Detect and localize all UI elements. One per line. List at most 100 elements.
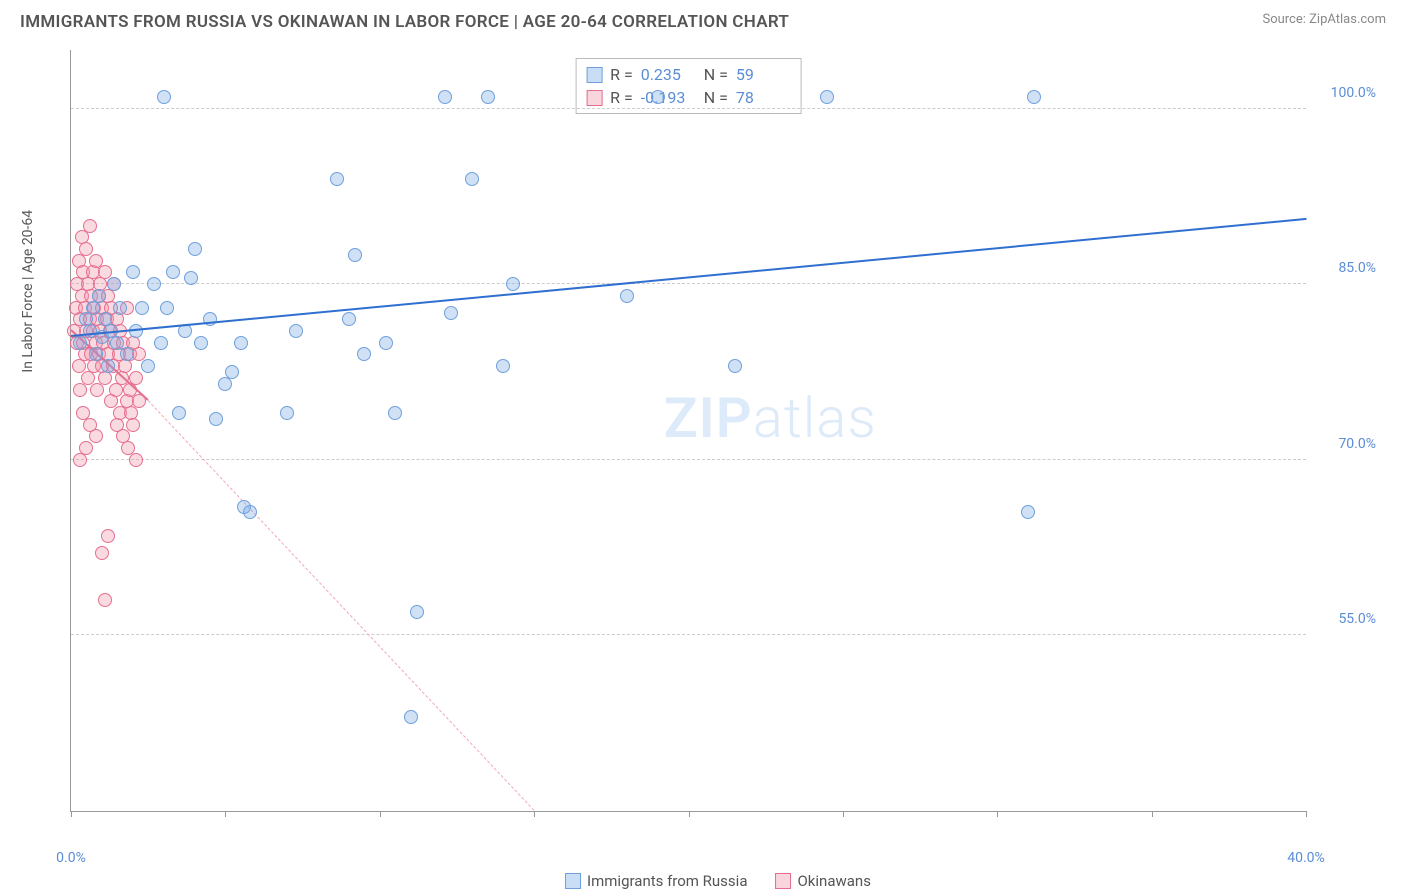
data-point (107, 277, 121, 291)
y-tick-label: 85.0% (1338, 260, 1376, 276)
data-point (280, 406, 294, 420)
pink-n-value: 78 (736, 88, 791, 107)
grid-line (71, 459, 1306, 460)
plot-area: ZIPatlas R = 0.235 N = 59 R = -0.193 N =… (70, 50, 1306, 812)
data-point (184, 271, 198, 285)
correlation-legend: R = 0.235 N = 59 R = -0.193 N = 78 (575, 58, 802, 114)
chart-title: IMMIGRANTS FROM RUSSIA VS OKINAWAN IN LA… (20, 12, 789, 32)
source-label: Source: ZipAtlas.com (1262, 12, 1386, 27)
data-point (651, 90, 665, 104)
n-label: N = (704, 88, 728, 107)
data-point (348, 248, 362, 262)
data-point (129, 453, 143, 467)
legend-item-pink: Okinawans (775, 872, 870, 890)
x-tick-label: 40.0% (1287, 850, 1325, 866)
data-point (438, 90, 452, 104)
data-point (92, 289, 106, 303)
data-point (225, 365, 239, 379)
grid-line (71, 283, 1306, 284)
grid-line (71, 634, 1306, 635)
r-label: R = (610, 88, 633, 107)
data-point (172, 406, 186, 420)
pink-swatch-icon (775, 873, 791, 889)
data-point (820, 90, 834, 104)
data-point (465, 172, 479, 186)
data-point (157, 90, 171, 104)
data-point (243, 505, 257, 519)
legend-pink-label: Okinawans (797, 872, 870, 890)
data-point (496, 359, 510, 373)
data-point (90, 383, 104, 397)
data-point (188, 242, 202, 256)
corr-row-pink: R = -0.193 N = 78 (586, 86, 791, 109)
data-point (388, 406, 402, 420)
data-point (135, 301, 149, 315)
x-tick (1152, 811, 1153, 817)
data-point (83, 219, 97, 233)
data-point (101, 529, 115, 543)
x-tick (689, 811, 690, 817)
pink-r-value: -0.193 (641, 88, 696, 107)
pink-swatch-icon (586, 90, 602, 106)
blue-r-value: 0.235 (641, 65, 696, 84)
data-point (1027, 90, 1041, 104)
y-tick-label: 100.0% (1331, 85, 1376, 101)
data-point (126, 418, 140, 432)
series-legend: Immigrants from Russia Okinawans (565, 872, 871, 890)
data-point (234, 336, 248, 350)
data-point (73, 383, 87, 397)
data-point (728, 359, 742, 373)
data-point (76, 406, 90, 420)
data-point (95, 546, 109, 560)
blue-swatch-icon (586, 67, 602, 83)
grid-line (71, 108, 1306, 109)
legend-blue-label: Immigrants from Russia (587, 872, 747, 890)
x-tick (997, 811, 998, 817)
data-point (141, 359, 155, 373)
x-tick (380, 811, 381, 817)
blue-swatch-icon (565, 873, 581, 889)
data-point (1021, 505, 1035, 519)
data-point (166, 265, 180, 279)
r-label: R = (610, 65, 633, 84)
data-point (410, 605, 424, 619)
x-tick (534, 811, 535, 817)
corr-row-blue: R = 0.235 N = 59 (586, 63, 791, 86)
data-point (289, 324, 303, 338)
x-tick (843, 811, 844, 817)
trend-line (71, 218, 1306, 337)
data-point (194, 336, 208, 350)
data-point (73, 336, 87, 350)
data-point (620, 289, 634, 303)
legend-item-blue: Immigrants from Russia (565, 872, 747, 890)
data-point (89, 347, 103, 361)
data-point (209, 412, 223, 426)
x-tick (225, 811, 226, 817)
data-point (357, 347, 371, 361)
trend-line (148, 400, 535, 810)
data-point (73, 453, 87, 467)
y-tick-label: 55.0% (1338, 611, 1376, 627)
data-point (113, 301, 127, 315)
x-tick-label: 0.0% (56, 850, 86, 866)
chart-container: In Labor Force | Age 20-64 ZIPatlas R = … (50, 50, 1386, 842)
y-axis-title: In Labor Force | Age 20-64 (20, 210, 36, 373)
data-point (330, 172, 344, 186)
watermark: ZIPatlas (664, 385, 877, 451)
data-point (98, 371, 112, 385)
data-point (404, 710, 418, 724)
data-point (444, 306, 458, 320)
data-point (126, 265, 140, 279)
data-point (481, 90, 495, 104)
y-tick-label: 70.0% (1338, 436, 1376, 452)
data-point (342, 312, 356, 326)
x-tick (1306, 811, 1307, 817)
data-point (506, 277, 520, 291)
data-point (120, 347, 134, 361)
data-point (147, 277, 161, 291)
x-tick (71, 811, 72, 817)
data-point (379, 336, 393, 350)
data-point (98, 593, 112, 607)
data-point (101, 359, 115, 373)
data-point (160, 301, 174, 315)
